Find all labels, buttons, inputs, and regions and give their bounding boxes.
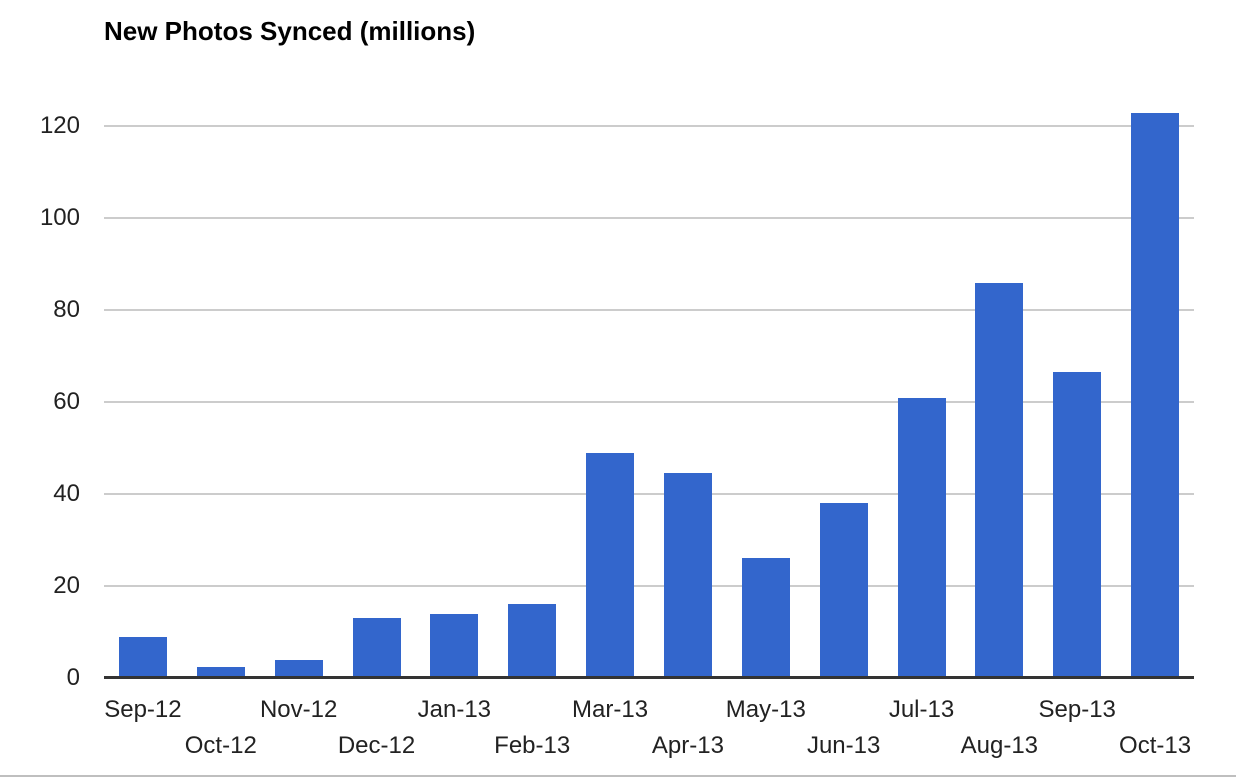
bar-Sep-13[interactable]	[1053, 372, 1102, 678]
gridline-100	[104, 217, 1194, 220]
x-tick-label-Dec-12: Dec-12	[337, 732, 416, 759]
y-tick-label-40: 40	[53, 480, 80, 508]
bar-Jan-13[interactable]	[430, 614, 479, 678]
x-tick-label-Oct-13: Oct-13	[1119, 732, 1192, 759]
x-tick-label-Sep-13: Sep-13	[1038, 696, 1116, 723]
gridline-40	[104, 493, 1194, 496]
y-tick-label-20: 20	[53, 572, 80, 600]
gridline-80	[104, 309, 1194, 312]
gridline-120	[104, 125, 1194, 128]
bottom-divider	[0, 775, 1236, 777]
x-tick-label-Aug-13: Aug-13	[960, 732, 1039, 759]
x-tick-label-May-13: May-13	[725, 696, 806, 723]
x-axis-line	[104, 676, 1194, 679]
x-tick-label-Nov-12: Nov-12	[259, 696, 338, 723]
bar-Mar-13[interactable]	[586, 453, 635, 678]
y-tick-label-0: 0	[66, 664, 80, 691]
bar-Dec-12[interactable]	[352, 618, 401, 678]
bar-Jul-13[interactable]	[897, 398, 946, 678]
bar-Oct-13[interactable]	[1131, 113, 1180, 678]
x-tick-label-Apr-13: Apr-13	[651, 732, 724, 759]
bar-Nov-12[interactable]	[274, 660, 323, 678]
bar-Oct-12[interactable]	[196, 667, 245, 678]
bar-Apr-13[interactable]	[663, 473, 712, 678]
bar-Sep-12[interactable]	[118, 637, 167, 678]
chart-title: New Photos Synced (millions)	[104, 16, 476, 46]
gridline-60	[104, 401, 1194, 404]
x-tick-label-Sep-12: Sep-12	[104, 696, 182, 723]
bar-Feb-13[interactable]	[508, 604, 557, 678]
x-tick-label-Jul-13: Jul-13	[888, 696, 955, 723]
y-tick-label-80: 80	[53, 296, 80, 324]
bar-Jun-13[interactable]	[819, 503, 868, 678]
x-tick-label-Feb-13: Feb-13	[494, 732, 571, 759]
y-tick-label-120: 120	[39, 112, 80, 140]
y-tick-label-100: 100	[39, 204, 80, 232]
gridline-20	[104, 585, 1194, 588]
bar-Aug-13[interactable]	[975, 283, 1024, 678]
x-tick-label-Oct-12: Oct-12	[184, 732, 257, 759]
plot-area	[104, 85, 1194, 679]
x-tick-label-Mar-13: Mar-13	[572, 696, 649, 723]
x-tick-label-Jun-13: Jun-13	[806, 732, 881, 759]
x-tick-label-Jan-13: Jan-13	[417, 696, 492, 723]
bar-May-13[interactable]	[741, 558, 790, 678]
y-tick-label-60: 60	[53, 388, 80, 416]
